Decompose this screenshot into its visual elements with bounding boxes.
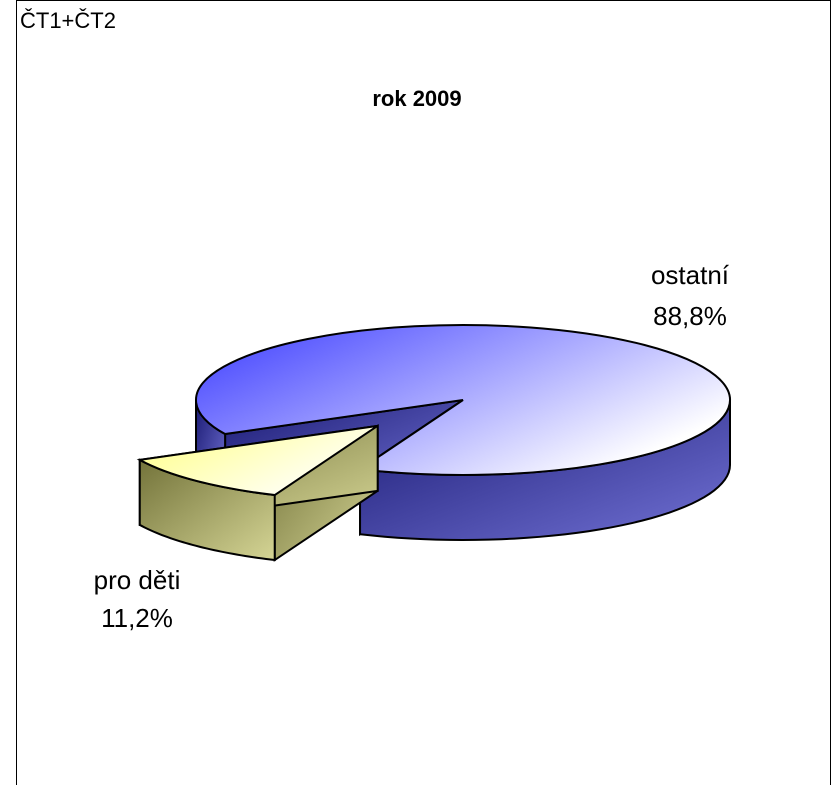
chart-title: rok 2009: [372, 86, 461, 111]
slice: [136, 424, 379, 497]
slice: [195, 324, 731, 476]
slice-label: pro děti: [94, 565, 181, 595]
value-label: 88,8%: [653, 301, 727, 331]
slice-label: ostatní: [651, 260, 730, 290]
annotation: ČT1+ČT2: [20, 8, 116, 33]
value-label: 11,2%: [101, 603, 173, 633]
